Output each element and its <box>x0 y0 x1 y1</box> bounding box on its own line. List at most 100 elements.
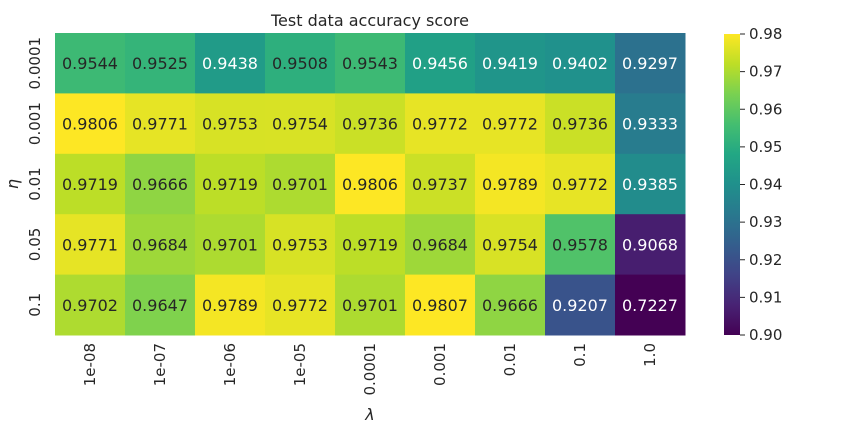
x-tick-label: 0.0001 <box>361 343 379 396</box>
cell-value-label: 0.9806 <box>62 115 118 134</box>
cell-value-label: 0.9438 <box>202 54 258 73</box>
cell-value-label: 0.9789 <box>482 175 538 194</box>
cell-value-label: 0.9806 <box>342 175 398 194</box>
cell-value-label: 0.9754 <box>482 235 538 254</box>
heatmap-cell <box>545 93 616 155</box>
x-tick-label: 1e-05 <box>291 343 309 386</box>
cell-value-label: 0.9772 <box>482 115 538 134</box>
heatmap-cell <box>125 214 196 276</box>
y-tick-labels: 0.0001 0.001 0.01 0.05 0.1 <box>26 37 44 317</box>
heatmap-cell <box>125 153 196 215</box>
colorbar-tick-label: 0.95 <box>749 138 782 156</box>
cell-value-label: 0.9068 <box>622 235 678 254</box>
y-tick-label: 0.001 <box>26 102 44 145</box>
heatmap-cell <box>335 274 406 336</box>
cell-value-label: 0.9772 <box>412 115 468 134</box>
cell-value-label: 0.9684 <box>132 235 188 254</box>
heatmap-cell <box>405 214 476 276</box>
cell-value-label: 0.9719 <box>62 175 118 194</box>
heatmap-cell <box>475 214 546 276</box>
heatmap-cell <box>545 274 616 336</box>
chart-title: Test data accuracy score <box>270 11 469 30</box>
cell-value-label: 0.9701 <box>272 175 328 194</box>
cell-value-label: 0.9737 <box>412 175 468 194</box>
x-tick-label: 1.0 <box>641 343 659 367</box>
colorbar: 0.90 0.91 0.92 0.93 0.94 0.95 0.96 0.97 0.98 <box>724 25 782 344</box>
cell-value-label: 0.9297 <box>622 54 678 73</box>
x-tick-label: 0.001 <box>431 343 449 386</box>
heatmap-cell <box>615 93 686 155</box>
heatmap-cell <box>615 274 686 336</box>
colorbar-gradient <box>724 34 740 335</box>
heatmap-cells: 0.9544 0.9525 0.9438 0.9508 0.9543 0.9456 0.94… <box>55 33 686 336</box>
cell-value-label: 0.9456 <box>412 54 468 73</box>
heatmap-cell <box>125 274 196 336</box>
heatmap-cell <box>335 214 406 276</box>
heatmap-cell <box>405 274 476 336</box>
cell-value-label: 0.9684 <box>412 235 468 254</box>
cell-value-label: 0.9736 <box>342 115 398 134</box>
heatmap-cell <box>55 93 126 155</box>
x-tick-label: 1e-07 <box>151 343 169 386</box>
heatmap-cell <box>545 33 616 94</box>
heatmap-cell <box>195 214 266 276</box>
heatmap-cell <box>265 214 336 276</box>
heatmap-cell <box>125 93 196 155</box>
cell-value-label: 0.9544 <box>62 54 118 73</box>
cell-value-label: 0.9736 <box>552 115 608 134</box>
colorbar-tick-label: 0.90 <box>749 326 782 344</box>
cell-value-label: 0.9789 <box>202 296 258 315</box>
cell-value-label: 0.9753 <box>202 115 258 134</box>
cell-value-label: 0.9647 <box>132 296 188 315</box>
colorbar-tick-label: 0.92 <box>749 251 782 269</box>
cell-value-label: 0.9754 <box>272 115 328 134</box>
heatmap-cell <box>335 93 406 155</box>
cell-value-label: 0.9702 <box>62 296 118 315</box>
x-tick-label: 1e-06 <box>221 343 239 386</box>
heatmap-cell <box>335 33 406 94</box>
heatmap-cell <box>195 33 266 94</box>
colorbar-tick-label: 0.96 <box>749 100 782 118</box>
cell-value-label: 0.9772 <box>552 175 608 194</box>
heatmap-cell <box>475 33 546 94</box>
cell-value-label: 0.9385 <box>622 175 678 194</box>
heatmap-cell <box>405 33 476 94</box>
heatmap-cell <box>265 93 336 155</box>
cell-value-label: 0.9701 <box>342 296 398 315</box>
cell-value-label: 0.9333 <box>622 115 678 134</box>
heatmap-cell <box>405 93 476 155</box>
heatmap-cell <box>265 33 336 94</box>
cell-value-label: 0.9402 <box>552 54 608 73</box>
heatmap-cell <box>55 274 126 336</box>
cell-value-label: 0.9719 <box>342 235 398 254</box>
y-tick-label: 0.0001 <box>26 37 44 89</box>
heatmap-cell <box>125 33 196 94</box>
cell-value-label: 0.9666 <box>132 175 188 194</box>
x-tick-label: 1e-08 <box>81 343 99 386</box>
cell-value-label: 0.9771 <box>132 115 188 134</box>
colorbar-tick-label: 0.94 <box>749 176 782 194</box>
colorbar-tick-label: 0.97 <box>749 63 782 81</box>
cell-value-label: 0.9719 <box>202 175 258 194</box>
heatmap-cell <box>615 214 686 276</box>
cell-value-label: 0.9772 <box>272 296 328 315</box>
cell-value-label: 0.9578 <box>552 235 608 254</box>
heatmap-cell <box>475 153 546 215</box>
y-tick-label: 0.1 <box>26 293 44 317</box>
heatmap-cell <box>615 153 686 215</box>
heatmap-cell <box>475 93 546 155</box>
cell-value-label: 0.9419 <box>482 54 538 73</box>
y-tick-label: 0.05 <box>26 228 44 261</box>
colorbar-tick-label: 0.91 <box>749 288 782 306</box>
heatmap-cell <box>615 33 686 94</box>
heatmap-cell <box>195 93 266 155</box>
cell-value-label: 0.9701 <box>202 235 258 254</box>
cell-value-label: 0.9525 <box>132 54 188 73</box>
heatmap-cell <box>55 153 126 215</box>
cell-value-label: 0.9807 <box>412 296 468 315</box>
heatmap-cell <box>55 33 126 94</box>
colorbar-tick-label: 0.93 <box>749 213 782 231</box>
heatmap-cell <box>195 153 266 215</box>
heatmap-cell <box>545 153 616 215</box>
cell-value-label: 0.9543 <box>342 54 398 73</box>
